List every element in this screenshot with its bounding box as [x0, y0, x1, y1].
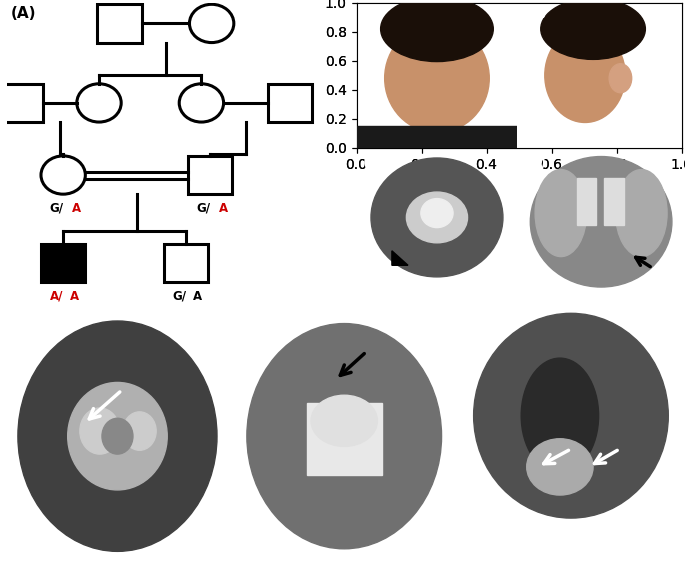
Text: G/: G/: [49, 201, 64, 214]
Text: (B): (B): [363, 7, 384, 20]
Text: (F): (F): [16, 316, 36, 329]
Text: (G): (G): [242, 316, 264, 329]
Circle shape: [421, 198, 453, 227]
Text: A/: A/: [49, 290, 63, 303]
Text: A: A: [219, 201, 227, 214]
Ellipse shape: [80, 408, 120, 454]
Ellipse shape: [247, 324, 442, 549]
Ellipse shape: [616, 170, 667, 257]
Polygon shape: [392, 251, 408, 265]
Bar: [97, 5, 142, 43]
Text: (H): (H): [469, 316, 491, 329]
Bar: [268, 84, 312, 122]
Bar: [164, 244, 208, 282]
Text: A: A: [70, 290, 79, 303]
Bar: [356, 126, 517, 148]
Ellipse shape: [68, 382, 167, 490]
Bar: [41, 244, 86, 282]
Circle shape: [77, 84, 121, 122]
Ellipse shape: [527, 439, 593, 495]
Ellipse shape: [540, 0, 645, 60]
Circle shape: [41, 156, 86, 194]
Ellipse shape: [311, 395, 377, 446]
Bar: [604, 178, 623, 225]
Ellipse shape: [123, 412, 156, 450]
Bar: [307, 403, 382, 475]
Ellipse shape: [521, 358, 599, 473]
Text: A: A: [72, 201, 81, 214]
Ellipse shape: [381, 0, 493, 62]
Bar: [577, 178, 596, 225]
Circle shape: [190, 5, 234, 43]
Ellipse shape: [609, 64, 632, 93]
Text: (A): (A): [10, 6, 36, 21]
Text: G/: G/: [173, 290, 186, 303]
Bar: [188, 156, 232, 194]
Bar: [0, 84, 42, 122]
Text: (E): (E): [527, 156, 547, 170]
Circle shape: [179, 84, 223, 122]
Ellipse shape: [18, 321, 217, 551]
Circle shape: [102, 418, 133, 454]
Ellipse shape: [535, 170, 586, 257]
Text: (C): (C): [527, 7, 548, 20]
Text: A: A: [193, 290, 202, 303]
Ellipse shape: [473, 314, 669, 518]
Ellipse shape: [530, 156, 672, 287]
Ellipse shape: [406, 192, 468, 243]
Text: (D): (D): [363, 156, 385, 170]
Ellipse shape: [385, 24, 489, 133]
Text: G/: G/: [197, 201, 210, 214]
Ellipse shape: [545, 28, 625, 122]
Ellipse shape: [371, 158, 503, 277]
